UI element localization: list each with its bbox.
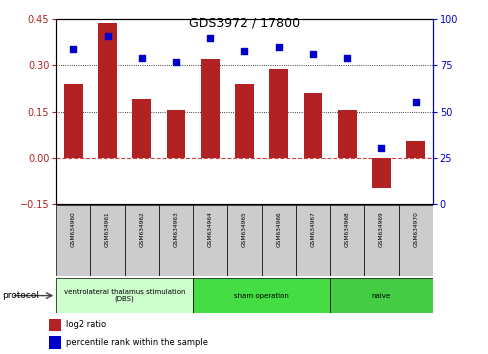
Bar (337, 110, 356, 158)
Text: GSM634960: GSM634960 (71, 211, 76, 247)
Bar (56, 278, 193, 313)
Point (308, 52, 316, 57)
Text: GSM634964: GSM634964 (207, 211, 212, 247)
Text: GSM634969: GSM634969 (378, 211, 383, 247)
Text: GSM634968: GSM634968 (344, 211, 349, 247)
Bar (49, 319, 61, 331)
Point (343, 55, 350, 61)
Text: GDS3972 / 17800: GDS3972 / 17800 (188, 17, 300, 29)
Bar (90, 205, 124, 276)
Bar (159, 205, 193, 276)
Text: protocol: protocol (2, 291, 40, 300)
Bar (132, 99, 151, 158)
Text: percentile rank within the sample: percentile rank within the sample (66, 338, 207, 347)
Text: GSM634966: GSM634966 (276, 211, 281, 247)
Bar (371, 158, 390, 188)
Bar (64, 84, 82, 158)
Point (274, 44, 282, 50)
Bar (193, 205, 227, 276)
Point (240, 48, 248, 53)
Bar (329, 205, 364, 276)
Point (377, 145, 385, 151)
Bar (329, 278, 432, 313)
Point (172, 59, 180, 65)
Text: GSM634965: GSM634965 (242, 211, 246, 247)
Bar (49, 336, 61, 349)
Point (206, 35, 214, 41)
Bar (295, 205, 329, 276)
Bar (261, 205, 295, 276)
Point (411, 99, 419, 105)
Bar (364, 205, 398, 276)
Bar (201, 59, 219, 158)
Text: GSM634967: GSM634967 (310, 211, 315, 247)
Bar (56, 205, 90, 276)
Text: naive: naive (371, 293, 390, 298)
Text: GSM634970: GSM634970 (412, 211, 417, 247)
Bar (193, 278, 329, 313)
Bar (406, 141, 424, 158)
Bar (398, 205, 432, 276)
Point (138, 55, 145, 61)
Text: sham operation: sham operation (234, 293, 288, 298)
Text: GSM634963: GSM634963 (173, 211, 178, 247)
Bar (166, 110, 185, 158)
Bar (124, 205, 159, 276)
Text: GSM634962: GSM634962 (139, 211, 144, 247)
Bar (303, 93, 322, 158)
Bar (269, 69, 287, 158)
Text: ventrolateral thalamus stimulation
(DBS): ventrolateral thalamus stimulation (DBS) (64, 289, 185, 302)
Bar (98, 23, 117, 158)
Bar (227, 205, 261, 276)
Text: GSM634961: GSM634961 (105, 211, 110, 247)
Bar (235, 84, 253, 158)
Point (69, 46, 77, 52)
Point (103, 33, 111, 39)
Text: log2 ratio: log2 ratio (66, 320, 106, 330)
